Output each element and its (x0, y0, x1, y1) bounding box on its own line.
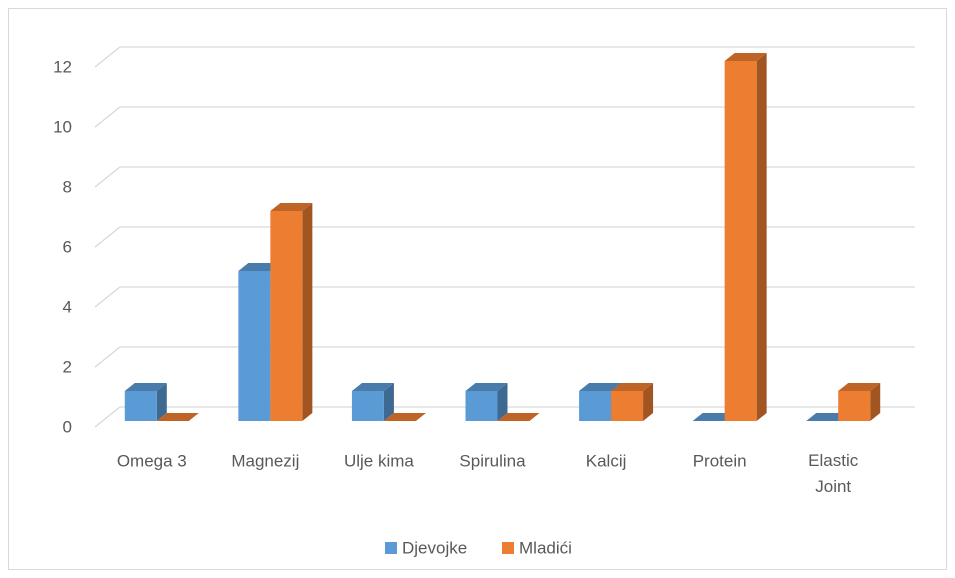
bar (838, 383, 881, 421)
bar-front (724, 61, 757, 421)
chart-border (8, 8, 947, 570)
bar-top (497, 413, 540, 421)
bar (124, 383, 167, 421)
bar (611, 383, 654, 421)
grid-line-depth (94, 406, 121, 428)
bar-front (838, 391, 871, 421)
bar-top (383, 413, 426, 421)
bar (351, 383, 394, 421)
legend-label: Djevojke (402, 538, 467, 557)
bar-top (124, 383, 167, 391)
x-tick-label: Magnezij (231, 451, 299, 470)
y-tick-label: 10 (53, 117, 72, 136)
bar-front (238, 271, 271, 421)
y-tick-label: 6 (63, 237, 72, 256)
y-tick-label: 8 (63, 177, 72, 196)
x-tick-label: Elastic Joint (808, 451, 859, 496)
bar-side (156, 383, 167, 421)
legend-swatch (502, 542, 514, 554)
bar (724, 53, 767, 421)
bar-side (383, 383, 394, 421)
legend-label: Mladići (519, 538, 572, 557)
bar-top (238, 263, 281, 271)
bar-top (579, 383, 622, 391)
bar-front (579, 391, 612, 421)
x-tick-label: Kalcij (586, 451, 627, 470)
bar-top (724, 53, 767, 61)
bar-top (838, 383, 881, 391)
grid-line-depth (94, 46, 121, 68)
grid-line-depth (94, 346, 121, 368)
bar-front (124, 391, 157, 421)
bar (383, 413, 426, 421)
bar (692, 413, 735, 421)
bar (270, 203, 313, 421)
grid-line-depth (94, 106, 121, 128)
bar-side (497, 383, 508, 421)
grid-line-depth (94, 166, 121, 188)
bar-top (806, 413, 849, 421)
bar-front (611, 391, 644, 421)
grid-line-depth (94, 226, 121, 248)
bar-top (692, 413, 735, 421)
bar-front (270, 211, 303, 421)
y-tick-label: 4 (63, 297, 72, 316)
bar-front (351, 391, 384, 421)
x-tick-label: Protein (693, 451, 747, 470)
bar-side (302, 203, 313, 421)
bar-top (351, 383, 394, 391)
bar (806, 413, 849, 421)
bar-top (465, 383, 508, 391)
bar (497, 413, 540, 421)
bar-top (270, 203, 313, 211)
bar-top (611, 383, 654, 391)
y-tick-label: 2 (63, 357, 72, 376)
legend-swatch (385, 542, 397, 554)
y-tick-label: 12 (53, 57, 72, 76)
bar (156, 413, 199, 421)
x-tick-label: Omega 3 (117, 451, 187, 470)
bar-side (870, 383, 881, 421)
x-tick-label: Spirulina (459, 451, 526, 470)
bar-front (465, 391, 498, 421)
grid-line-depth (94, 286, 121, 308)
bar-side (643, 383, 654, 421)
bar (465, 383, 508, 421)
y-tick-label: 0 (63, 417, 72, 436)
bar-top (156, 413, 199, 421)
bar-side (756, 53, 767, 421)
x-tick-label: Ulje kima (344, 451, 414, 470)
